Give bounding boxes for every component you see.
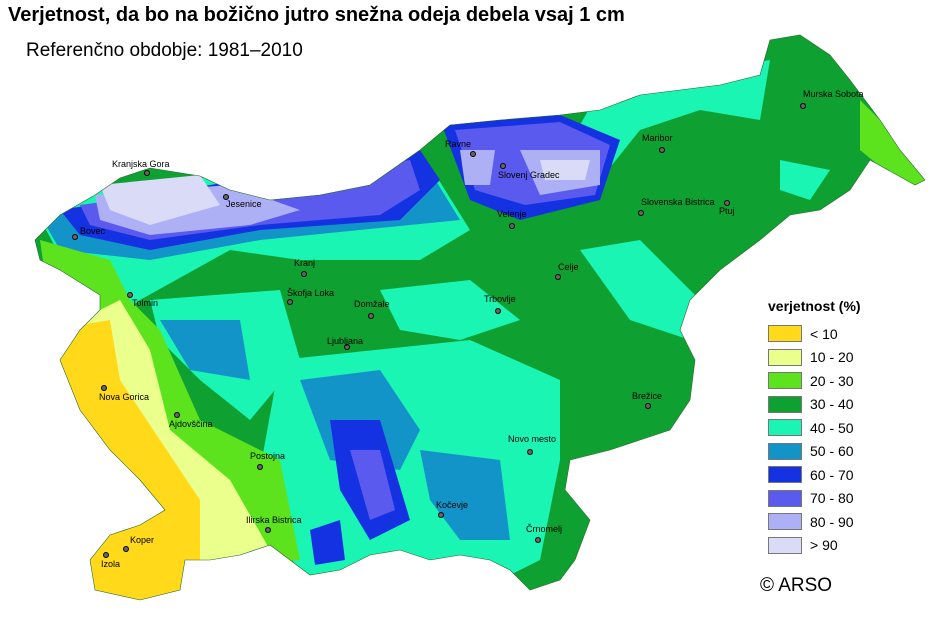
legend-swatch [768, 348, 802, 366]
legend-item: 40 - 50 [768, 416, 861, 440]
city-label: Ptuj [719, 206, 735, 216]
city-label: Koper [130, 535, 154, 545]
legend-swatch [768, 536, 802, 554]
city-marker [344, 344, 350, 350]
legend-label: 30 - 40 [810, 396, 854, 413]
legend-swatch [768, 419, 802, 437]
city-label: Škofja Loka [287, 288, 334, 298]
city-marker [438, 512, 444, 518]
city-marker [500, 163, 506, 169]
legend-label: 60 - 70 [810, 466, 854, 483]
city-label: Tolmin [132, 298, 158, 308]
city-marker [123, 546, 129, 552]
legend-swatch [768, 395, 802, 413]
city-label: Kočevje [436, 500, 468, 510]
legend-swatch [768, 442, 802, 460]
city-marker [645, 403, 651, 409]
legend-swatch [768, 372, 802, 390]
legend-item: 10 - 20 [768, 346, 861, 370]
legend-item: 20 - 30 [768, 369, 861, 393]
city-marker [470, 151, 476, 157]
city-label: Črnomelj [526, 524, 562, 534]
city-label: Ilirska Bistrica [246, 515, 302, 525]
city-label: Ljubljana [327, 336, 363, 346]
legend-label: 40 - 50 [810, 419, 854, 436]
city-marker [659, 147, 665, 153]
city-marker [724, 200, 730, 206]
legend-swatch [768, 489, 802, 507]
city-marker [72, 234, 78, 240]
city-marker [101, 385, 107, 391]
legend-item: > 90 [768, 534, 861, 558]
city-label: Trbovlje [484, 294, 516, 304]
city-label: Kranjska Gora [112, 159, 170, 169]
city-label: Postojna [250, 451, 285, 461]
legend-item: 80 - 90 [768, 510, 861, 534]
city-markers: Kranjska Gora Jesenice Bovec Tolmin Kranj Ško… [72, 89, 864, 569]
legend-item: 50 - 60 [768, 440, 861, 464]
city-label: Brežice [632, 391, 662, 401]
city-label: Ajdovščina [169, 419, 213, 429]
legend-item: 60 - 70 [768, 463, 861, 487]
legend-label: 10 - 20 [810, 349, 854, 366]
city-label: Izola [101, 559, 120, 569]
city-label: Celje [558, 262, 579, 272]
map-subtitle: Referenčno obdobje: 1981–2010 [26, 40, 303, 61]
city-label: Velenje [497, 209, 527, 219]
city-marker [638, 210, 644, 216]
city-marker [127, 292, 133, 298]
city-marker [103, 552, 109, 558]
city-label: Nova Gorica [99, 392, 149, 402]
legend-item: 70 - 80 [768, 487, 861, 511]
city-marker [535, 537, 541, 543]
city-label: Jesenice [226, 199, 262, 209]
copyright: © ARSO [760, 575, 833, 596]
legend-item: < 10 [768, 322, 861, 346]
legend: verjetnost (%) < 10 10 - 20 20 - 30 30 - 40… [768, 298, 861, 557]
city-marker [223, 194, 229, 200]
city-marker [174, 412, 180, 418]
city-marker [287, 299, 293, 305]
city-label: Maribor [642, 133, 673, 143]
legend-swatch [768, 466, 802, 484]
city-label: Murska Sobota [803, 89, 864, 99]
city-marker [800, 103, 806, 109]
city-marker [527, 449, 533, 455]
city-marker [144, 170, 150, 176]
city-label: Slovenska Bistrica [641, 197, 715, 207]
city-label: Ravne [445, 139, 471, 149]
city-marker [509, 223, 515, 229]
city-marker [555, 274, 561, 280]
city-label: Domžale [354, 299, 390, 309]
legend-label: 70 - 80 [810, 490, 854, 507]
legend-label: 80 - 90 [810, 513, 854, 530]
city-marker [495, 308, 501, 314]
legend-title: verjetnost (%) [768, 298, 861, 314]
city-label: Novo mesto [508, 434, 556, 444]
city-marker [368, 313, 374, 319]
city-marker [265, 527, 271, 533]
city-label: Slovenj Gradec [498, 170, 560, 180]
legend-swatch [768, 325, 802, 343]
legend-item: 30 - 40 [768, 393, 861, 417]
city-marker [301, 271, 307, 277]
city-label: Kranj [294, 258, 315, 268]
city-marker [257, 464, 263, 470]
legend-label: > 90 [810, 537, 838, 554]
legend-swatch [768, 513, 802, 531]
legend-label: 20 - 30 [810, 372, 854, 389]
map-title: Verjetnost, da bo na božično jutro snežn… [8, 4, 625, 26]
legend-label: < 10 [810, 325, 838, 342]
legend-label: 50 - 60 [810, 443, 854, 460]
city-label: Bovec [80, 226, 106, 236]
